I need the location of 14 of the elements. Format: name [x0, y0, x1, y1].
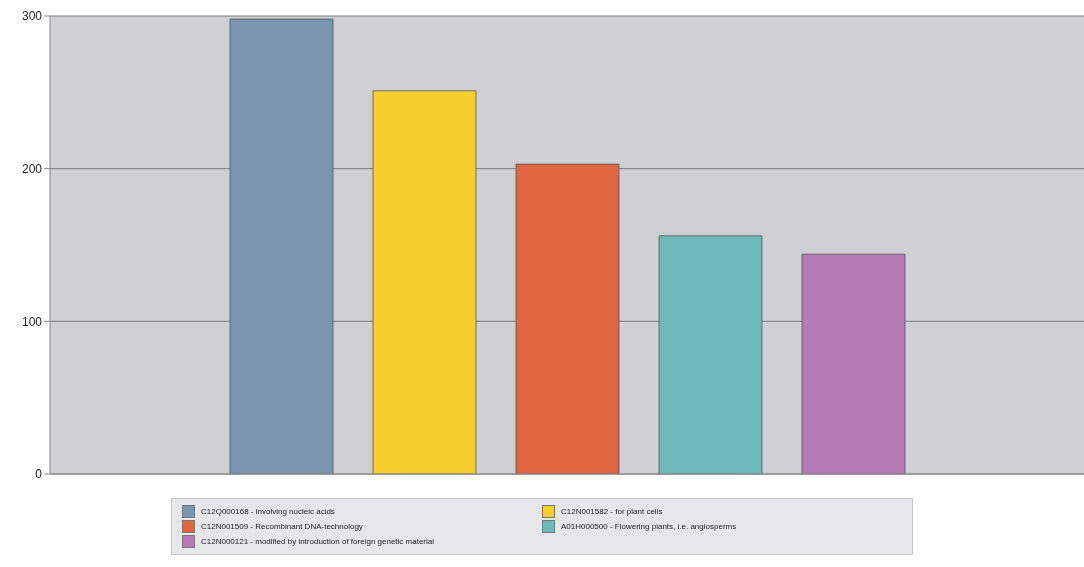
bar [515, 163, 620, 474]
y-tick-label: 0 [35, 467, 43, 482]
legend-label: A01H000500 - Flowering plants, i.e. angiosperms [561, 522, 737, 531]
y-tick-label: 100 [21, 314, 43, 329]
legend-label: C12N001582 - for plant cells [561, 507, 663, 516]
y-tick-label: 300 [21, 9, 43, 24]
bar [229, 18, 334, 474]
legend-label: C12N001509 - Recombinant DNA-technology [201, 522, 363, 531]
bar [372, 90, 477, 474]
legend-label: C12Q000168 - involving nucleic acids [201, 507, 335, 516]
bar [658, 235, 763, 474]
y-tick-label: 200 [21, 161, 43, 176]
bar [801, 253, 906, 474]
legend-label: C12N000121 - modified by introduction of foreign genetic material [201, 537, 435, 546]
